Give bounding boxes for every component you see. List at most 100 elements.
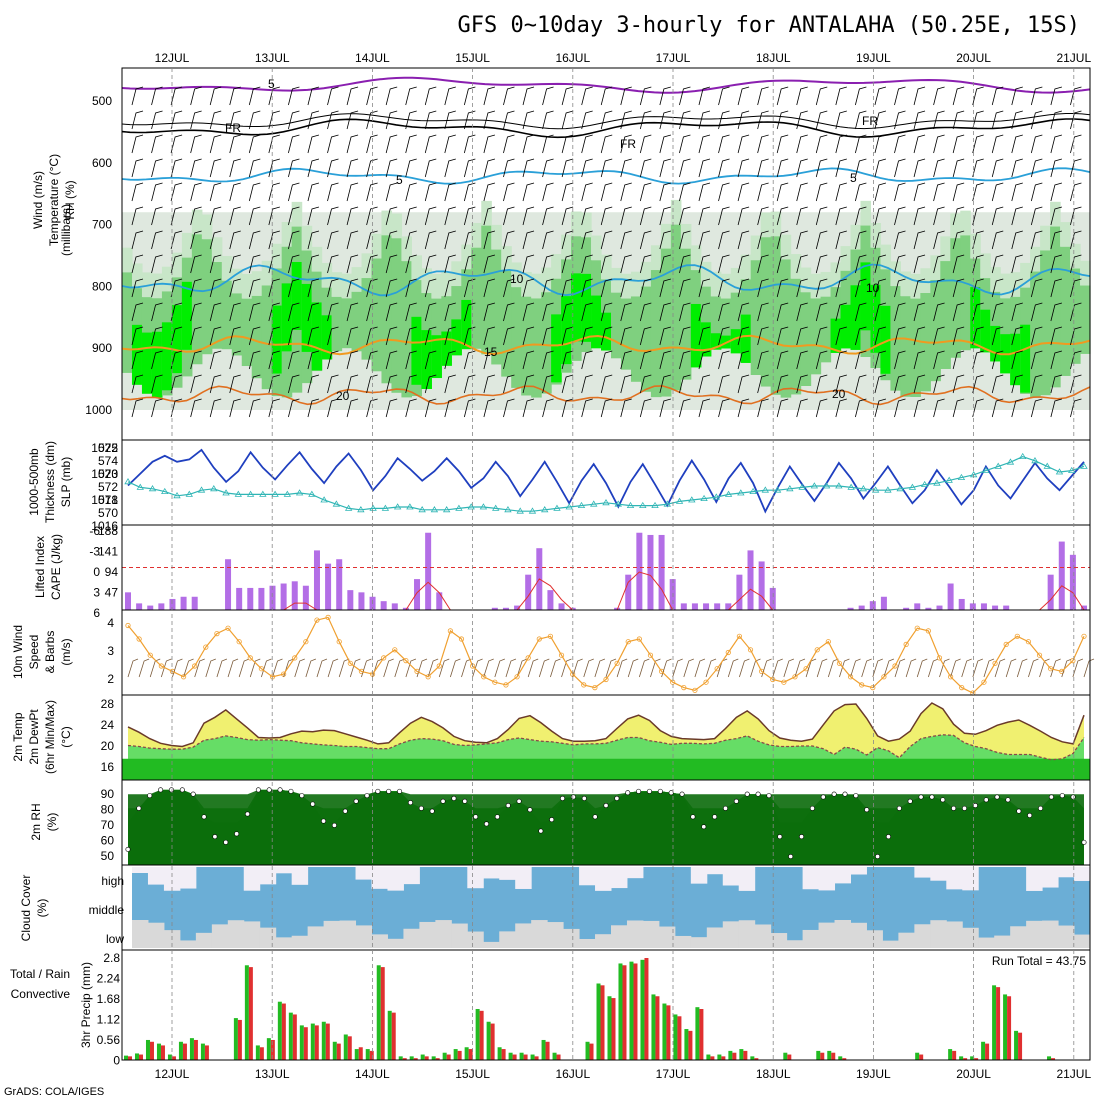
wind-barb <box>463 398 476 418</box>
rh2m-ytick: 70 <box>101 818 115 832</box>
wind-barb-10m <box>383 658 394 678</box>
precip-conv-bar <box>490 1023 495 1060</box>
cloud-high-clear <box>834 867 851 884</box>
upper-ytick: 900 <box>92 341 112 355</box>
cape-bar <box>425 532 432 610</box>
wind-barb <box>209 86 222 106</box>
slp-left-tick: 571 <box>98 493 118 507</box>
wind-barb <box>1070 302 1082 322</box>
wind-barb <box>288 278 300 298</box>
wind-barb <box>991 110 1004 130</box>
wind-barb <box>815 230 828 250</box>
wind-barb <box>796 350 808 370</box>
rh2m-axis-title-line: (%) <box>45 813 59 832</box>
precip-total-bar <box>431 1056 436 1060</box>
wind-barb <box>679 398 691 418</box>
wind-barb <box>190 350 202 370</box>
wind-ytick: 2 <box>107 672 114 686</box>
cape-bar <box>758 561 765 610</box>
wind-barb-10m <box>483 658 494 678</box>
rh-band <box>311 246 323 272</box>
wind-barb <box>600 254 613 274</box>
cape-bar <box>169 598 176 610</box>
precip-total-bar <box>827 1050 832 1060</box>
rh2m-marker <box>1016 808 1022 814</box>
rh-band <box>680 248 692 380</box>
wind-barb <box>972 158 984 178</box>
wind-barb <box>757 182 769 202</box>
cloud-high-clear <box>1058 867 1075 878</box>
wind-barb <box>1030 254 1043 274</box>
wind-barb <box>972 134 984 154</box>
wind-barb <box>581 278 593 298</box>
wind-barb <box>424 110 437 130</box>
precip-conv-bar <box>358 1047 363 1060</box>
wind-axis-title: 10m Wind Speed & Barbs (m/s) <box>11 625 73 679</box>
wind-barb <box>385 134 398 154</box>
wind-barb <box>366 86 378 106</box>
wind-barb <box>503 206 515 226</box>
cape-left-tick: -6 <box>89 524 100 538</box>
rh-band <box>1060 246 1071 376</box>
wind-barb <box>1011 278 1023 298</box>
wind-barb <box>190 182 202 202</box>
wind-barb <box>561 110 574 130</box>
wind-barb <box>561 326 574 346</box>
cape-bar <box>992 605 999 610</box>
precip-total-bar <box>695 1007 700 1060</box>
isotherm-minus5-line <box>121 76 1091 94</box>
wind-barb <box>503 158 515 178</box>
cape-bar <box>380 601 387 610</box>
wind-barb-10m <box>449 658 461 678</box>
precip-total-bar <box>750 1056 755 1060</box>
rh2m-marker <box>473 814 479 820</box>
wind-barb <box>698 206 711 226</box>
wind-barb-10m <box>194 658 205 678</box>
precip-total-bar <box>244 965 249 1060</box>
wind-barb <box>209 230 222 250</box>
wind-barb <box>874 134 887 154</box>
cloud-low-clear <box>722 921 740 948</box>
wind-barb-10m <box>494 658 505 678</box>
cape-bar <box>291 581 298 610</box>
wind-barb <box>483 110 496 130</box>
wind-barb <box>503 326 515 346</box>
rh2m-marker <box>799 834 805 840</box>
contour-label: 15 <box>484 345 498 359</box>
rh-band <box>930 255 941 281</box>
wind-barb <box>776 374 789 394</box>
wind-barb <box>327 230 339 250</box>
wind-barb <box>268 110 280 130</box>
rh-band <box>541 292 552 394</box>
rh-band <box>670 224 682 391</box>
rh-band <box>371 258 383 372</box>
wind-barb <box>522 110 535 130</box>
wind-barb <box>288 206 300 226</box>
wind-barb <box>405 350 417 370</box>
cloud-low-clear <box>259 927 277 948</box>
wind-barb <box>405 134 417 154</box>
wind-barb <box>1070 158 1082 178</box>
wind-barb-10m <box>872 658 883 678</box>
wind-barb <box>1050 86 1063 106</box>
rh2m-marker <box>972 802 978 808</box>
wind-barb <box>424 182 437 202</box>
wind-barb <box>327 86 339 106</box>
rh-band <box>960 210 971 236</box>
wind-barb <box>229 110 241 130</box>
wind-barb <box>835 374 847 394</box>
rh2m-marker <box>549 817 555 823</box>
wind-barb <box>933 110 945 130</box>
wind-barb <box>1070 230 1082 250</box>
wind-barb <box>600 302 613 322</box>
precip-conv-bar <box>204 1045 209 1060</box>
rh2m-marker <box>885 834 891 840</box>
wind-barb <box>424 302 437 322</box>
wind-barb <box>679 302 691 322</box>
wind-barb <box>1030 278 1043 298</box>
precip-conv-bar <box>996 987 1001 1060</box>
wind-barb <box>307 254 320 274</box>
thickness-marker <box>1019 452 1027 459</box>
wind-barb <box>1070 86 1082 106</box>
panel-frame-wind10 <box>121 609 1091 696</box>
